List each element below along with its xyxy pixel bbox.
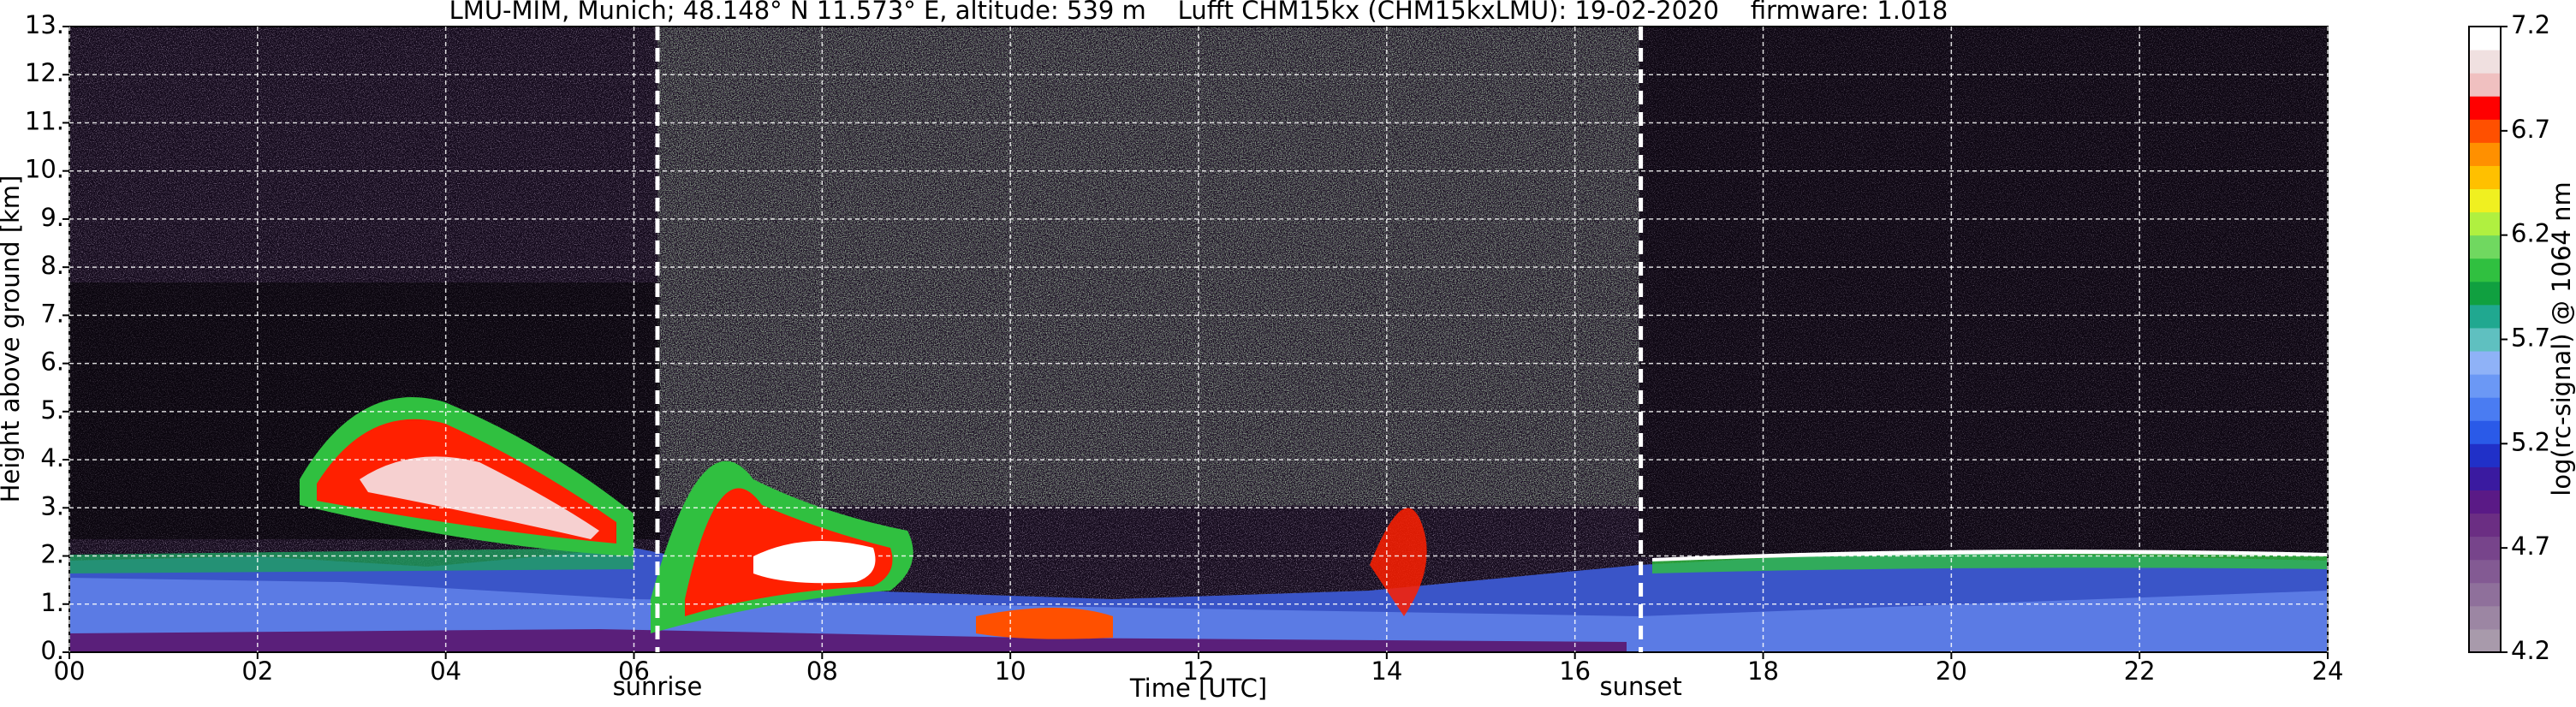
y-tick-label: 4. [40,443,64,472]
colorbar-tick-label: 7.2 [2511,10,2550,39]
colorbar-swatch [2469,165,2501,190]
chart-title: LMU-MIM, Munich; 48.148° N 11.573° E, al… [449,0,1948,25]
colorbar-swatch [2469,420,2501,444]
x-tick-label: 12 [1183,656,1215,686]
y-tick-label: 12. [25,58,64,87]
x-tick-label: 14 [1371,656,1402,686]
colorbar-swatch [2469,281,2501,306]
y-tick-label: 6. [40,348,64,377]
colorbar-swatch [2469,327,2501,352]
colorbar-label: log(rc-signal) @ 1064 nm [2547,181,2576,496]
colorbar-tick-label: 4.7 [2511,532,2550,561]
colorbar-tick-label: 5.2 [2511,427,2550,456]
x-tick-label: 00 [54,656,86,686]
colorbar-swatch [2469,96,2501,120]
colorbar-swatch [2469,73,2501,97]
colorbar-swatch [2469,142,2501,166]
colorbar-swatch [2469,397,2501,421]
y-tick-label: 1. [40,588,64,617]
annotation-label: sunset [1600,672,1682,701]
colorbar-swatch [2469,50,2501,74]
x-tick-label: 06 [618,656,650,686]
colorbar-swatch [2469,351,2501,375]
y-tick-label: 11. [25,106,64,135]
colorbar-swatch [2469,27,2501,50]
colorbar-swatch [2469,536,2501,561]
colorbar-tick-label: 6.2 [2511,219,2550,248]
colorbar-swatch [2469,188,2501,213]
colorbar-swatch [2469,374,2501,398]
colorbar-swatch [2469,235,2501,259]
colorbar-swatch [2469,513,2501,538]
colorbar-swatch [2469,605,2501,630]
colorbar-swatch [2469,466,2501,490]
y-tick-label: 9. [40,203,64,232]
colorbar-swatch [2469,582,2501,607]
colorbar-swatch [2469,443,2501,467]
y-tick-label: 0. [40,636,64,665]
y-tick-label: 10. [25,155,64,184]
y-tick-label: 5. [40,395,64,425]
x-tick-label: 10 [995,656,1026,686]
colorbar-tick-label: 6.7 [2511,115,2550,144]
x-tick-label: 16 [1559,656,1591,686]
y-tick-label: 8. [40,251,64,280]
y-tick-label: 3. [40,491,64,520]
y-axis-label: Height above ground [km] [0,175,25,503]
x-axis-label: Time [UTC] [1129,674,1267,703]
x-tick-label: 22 [2124,656,2156,686]
x-tick-label: 24 [2312,656,2344,686]
x-tick-label: 04 [430,656,461,686]
y-tick-label: 7. [40,299,64,328]
x-tick-label: 08 [806,656,838,686]
colorbar-tick-label: 4.2 [2511,636,2550,665]
colorbar-tick-label: 5.7 [2511,324,2550,353]
colorbar-swatch [2469,628,2501,653]
colorbar-swatch [2469,490,2501,514]
y-tick-label: 13. [25,10,64,39]
colorbar-swatch [2469,304,2501,329]
y-tick-label: 2. [40,540,64,569]
colorbar-swatch [2469,211,2501,236]
x-tick-label: 18 [1747,656,1779,686]
colorbar-swatch [2469,559,2501,584]
annotation-label: sunrise [613,672,703,701]
colorbar-swatch [2469,258,2501,282]
x-tick-label: 20 [1936,656,1967,686]
colorbar-swatch [2469,119,2501,143]
x-tick-label: 02 [241,656,273,686]
